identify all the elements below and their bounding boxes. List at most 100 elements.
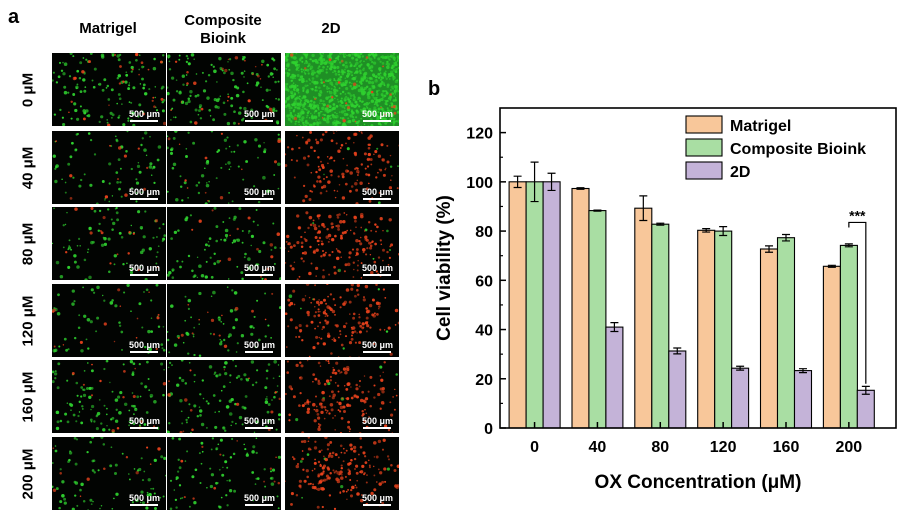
bar-0-5 bbox=[822, 265, 841, 429]
micrograph-1-0: 500 μm bbox=[167, 53, 281, 126]
y-tick-label-0: 0 bbox=[484, 421, 493, 438]
error-bar-1-5 bbox=[844, 243, 853, 248]
bar-0-4 bbox=[759, 248, 779, 429]
error-bar-2-4 bbox=[798, 368, 807, 374]
scale-bar-label: 500 μm bbox=[361, 416, 393, 426]
error-bar-1-1 bbox=[593, 209, 602, 212]
micrograph-0-2: 500 μm bbox=[52, 207, 166, 280]
micrograph-1-5: 500 μm bbox=[167, 437, 281, 510]
scale-bar: 500 μm bbox=[244, 340, 275, 353]
micrograph-2-4: 500 μm bbox=[285, 360, 399, 433]
legend-label-2: 2D bbox=[730, 164, 750, 181]
scale-bar-label: 500 μm bbox=[243, 493, 275, 503]
micrograph-0-1: 500 μm bbox=[52, 131, 166, 204]
x-axis-title: OX Concentration (μM) bbox=[595, 472, 802, 493]
micrograph-1-1: 500 μm bbox=[167, 131, 281, 204]
x-tick-label-5: 200 bbox=[836, 439, 863, 456]
x-tick-label-2: 80 bbox=[651, 439, 669, 456]
bar-1-3 bbox=[714, 230, 733, 429]
scale-bar: 500 μm bbox=[362, 340, 393, 353]
scale-bar: 500 μm bbox=[129, 187, 160, 200]
row-header-3: 120 μM bbox=[19, 295, 37, 346]
scale-bar-label: 500 μm bbox=[243, 416, 275, 426]
scale-bar-label: 500 μm bbox=[128, 416, 160, 426]
error-bar-2-3 bbox=[736, 365, 745, 371]
bar-0-3 bbox=[697, 229, 716, 429]
plot-frame bbox=[499, 107, 897, 429]
x-tick-label-3: 120 bbox=[710, 439, 737, 456]
micrograph-0-4: 500 μm bbox=[52, 360, 166, 433]
legend-swatch-0 bbox=[685, 115, 723, 134]
y-tick-label-2: 40 bbox=[475, 323, 493, 340]
scale-bar: 500 μm bbox=[129, 340, 160, 353]
scale-bar: 500 μm bbox=[129, 493, 160, 506]
significance-label: *** bbox=[849, 207, 866, 223]
scale-bar: 500 μm bbox=[244, 416, 275, 429]
scale-bar-label: 500 μm bbox=[128, 187, 160, 197]
panel-a-letter: a bbox=[8, 6, 20, 28]
legend-swatch-1 bbox=[685, 138, 723, 157]
scale-bar-line bbox=[363, 120, 392, 122]
column-header-2: 2D bbox=[321, 20, 341, 37]
bar-2-0 bbox=[542, 181, 561, 429]
row-header-2: 80 μM bbox=[19, 222, 37, 265]
scale-bar: 500 μm bbox=[244, 263, 275, 276]
micrograph-2-3: 500 μm bbox=[285, 284, 399, 357]
bar-1-0 bbox=[525, 181, 544, 429]
bar-2-5 bbox=[856, 389, 875, 429]
micrograph-2-0: 500 μm bbox=[285, 53, 399, 126]
y-tick-label-1: 20 bbox=[475, 372, 493, 389]
scale-bar-label: 500 μm bbox=[128, 263, 160, 273]
scale-bar-line bbox=[245, 198, 274, 200]
row-header-1: 40 μM bbox=[19, 146, 37, 189]
x-tick-label-1: 40 bbox=[589, 439, 607, 456]
error-bar-0-1 bbox=[576, 187, 585, 190]
error-bar-0-5 bbox=[827, 264, 836, 268]
scale-bar: 500 μm bbox=[129, 109, 160, 122]
scale-bar: 500 μm bbox=[362, 263, 393, 276]
x-tick-label-0: 0 bbox=[530, 439, 539, 456]
scale-bar: 500 μm bbox=[362, 187, 393, 200]
scale-bar: 500 μm bbox=[244, 109, 275, 122]
scale-bar-label: 500 μm bbox=[243, 187, 275, 197]
error-bar-0-3 bbox=[702, 228, 711, 233]
scale-bar-line bbox=[130, 351, 159, 353]
scale-bar-line bbox=[130, 427, 159, 429]
bar-1-4 bbox=[776, 237, 796, 429]
error-bar-2-2 bbox=[673, 347, 682, 355]
scale-bar: 500 μm bbox=[362, 493, 393, 506]
row-header-4: 160 μM bbox=[19, 371, 37, 422]
legend-swatch-2 bbox=[685, 161, 723, 180]
bar-0-2 bbox=[634, 207, 653, 429]
y-tick-label-3: 60 bbox=[475, 273, 493, 290]
scale-bar-line bbox=[245, 351, 274, 353]
bar-1-5 bbox=[839, 244, 858, 429]
error-bar-2-1 bbox=[610, 322, 619, 333]
y-tick-label-5: 100 bbox=[466, 175, 493, 192]
micrograph-1-4: 500 μm bbox=[167, 360, 281, 433]
y-tick-label-6: 120 bbox=[466, 126, 493, 143]
bar-2-2 bbox=[668, 350, 687, 429]
bar-1-1 bbox=[588, 210, 607, 429]
cell-viability-chart: 0 20 40 60 80 100 120 0 40 80 120 160 200 OX Concentr… bbox=[434, 107, 897, 493]
bar-2-3 bbox=[731, 367, 750, 429]
significance-bracket bbox=[848, 221, 867, 384]
error-bar-1-0 bbox=[530, 161, 539, 203]
error-bar-0-0 bbox=[513, 175, 522, 189]
micrograph-0-3: 500 μm bbox=[52, 284, 166, 357]
scale-bar-line bbox=[130, 274, 159, 276]
scale-bar-line bbox=[245, 427, 274, 429]
scale-bar: 500 μm bbox=[129, 263, 160, 276]
micrograph-1-3: 500 μm bbox=[167, 284, 281, 357]
scale-bar-label: 500 μm bbox=[243, 109, 275, 119]
scale-bar-line bbox=[245, 274, 274, 276]
error-bar-2-0 bbox=[547, 172, 556, 192]
scale-bar-label: 500 μm bbox=[128, 493, 160, 503]
micrograph-0-5: 500 μm bbox=[52, 437, 166, 510]
micrograph-2-2: 500 μm bbox=[285, 207, 399, 280]
scale-bar-label: 500 μm bbox=[361, 109, 393, 119]
error-bar-0-2 bbox=[639, 195, 648, 222]
scale-bar-label: 500 μm bbox=[128, 340, 160, 350]
scale-bar: 500 μm bbox=[129, 416, 160, 429]
column-header-1: Composite Bioink bbox=[184, 12, 262, 47]
